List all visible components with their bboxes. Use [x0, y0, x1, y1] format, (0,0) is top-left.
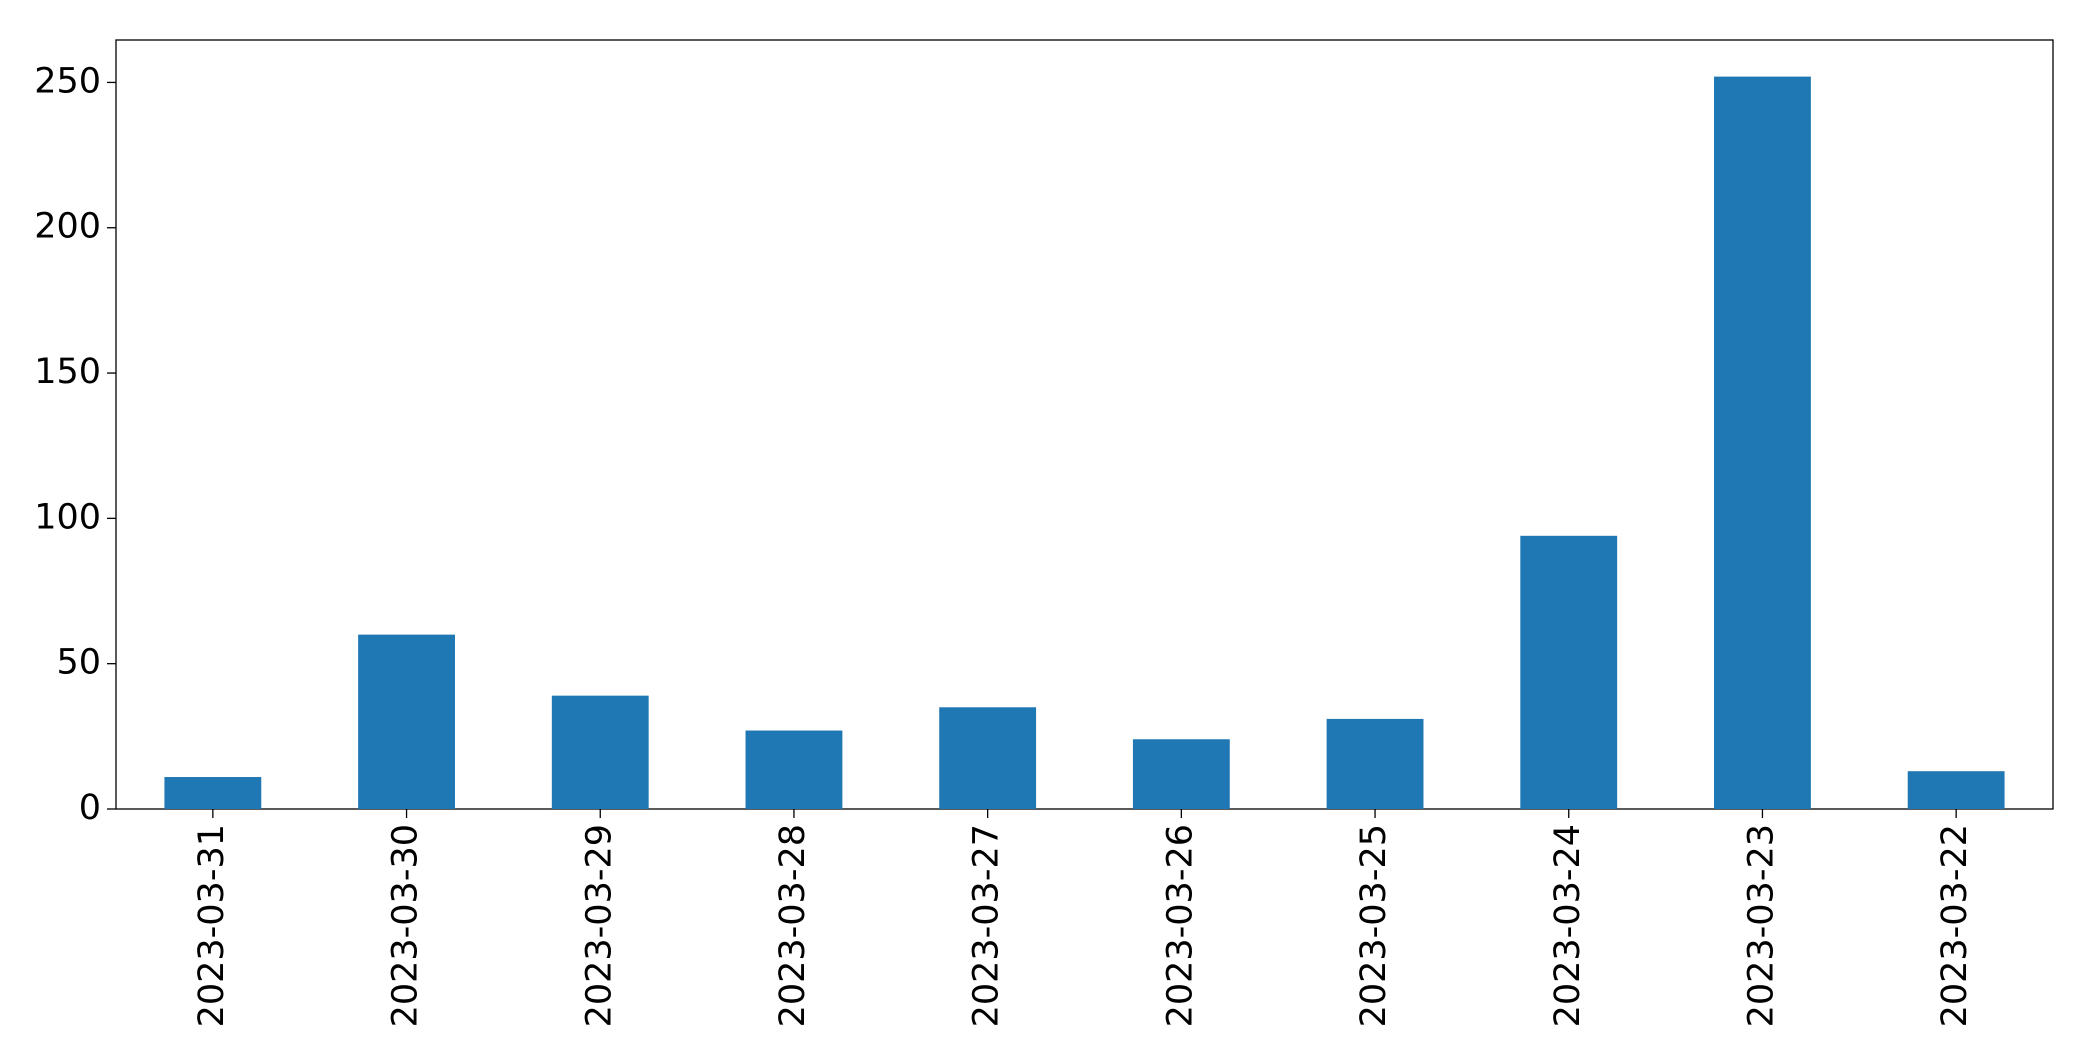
x-tick-label: 2023-03-26	[1160, 824, 1200, 1027]
y-tick-label: 200	[34, 207, 101, 247]
x-tick-label: 2023-03-24	[1548, 824, 1588, 1027]
bar	[745, 730, 843, 809]
x-tick-label: 2023-03-23	[1741, 824, 1781, 1027]
x-tick-label: 2023-03-29	[579, 824, 619, 1027]
x-tick-label: 2023-03-22	[1935, 824, 1975, 1027]
bar	[1520, 535, 1618, 809]
y-tick-label: 250	[34, 61, 101, 101]
bar	[1132, 739, 1230, 809]
y-tick-label: 50	[56, 643, 101, 683]
bar	[551, 695, 649, 809]
bar	[358, 634, 455, 809]
bar	[939, 707, 1037, 809]
y-tick-label: 150	[34, 352, 101, 392]
x-tick-label: 2023-03-25	[1354, 824, 1394, 1027]
y-tick-label: 100	[34, 497, 101, 537]
bar	[1714, 76, 1811, 810]
x-tick-label: 2023-03-28	[773, 824, 813, 1027]
bar	[1326, 718, 1424, 809]
y-tick-label: 0	[79, 788, 101, 828]
bar	[164, 777, 262, 809]
x-tick-label: 2023-03-31	[192, 824, 232, 1027]
x-tick-label: 2023-03-30	[386, 824, 426, 1027]
x-tick-label: 2023-03-27	[967, 824, 1007, 1027]
bar	[1907, 771, 2005, 809]
plot-frame	[115, 39, 2054, 810]
